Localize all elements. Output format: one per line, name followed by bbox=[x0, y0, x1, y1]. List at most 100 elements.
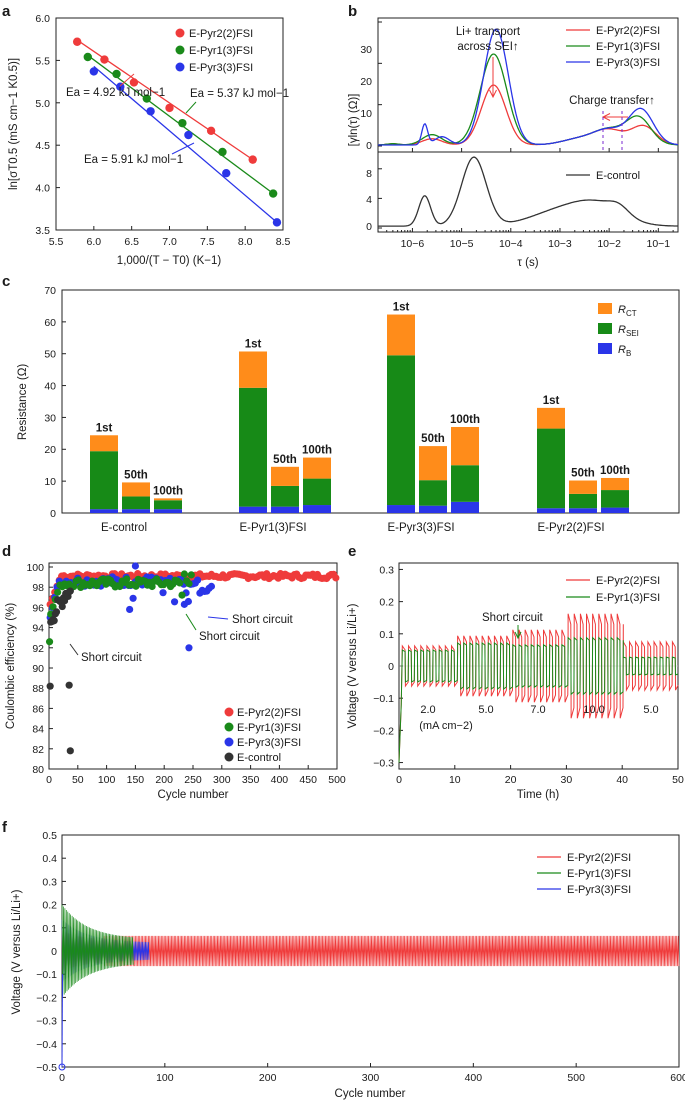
c-ytick: 0 bbox=[50, 508, 56, 520]
c-bar-rct bbox=[271, 466, 299, 486]
c-bar-rct bbox=[569, 480, 597, 494]
d-data-point bbox=[178, 591, 186, 599]
d-data-point bbox=[126, 605, 134, 614]
panel-b-top-frame bbox=[377, 17, 679, 153]
c-legend-label: RCT bbox=[618, 304, 637, 318]
d-xtick: 100 bbox=[98, 774, 116, 786]
c-ytick: 30 bbox=[44, 412, 56, 424]
b-legend-label: E-Pyr3(3)FSI bbox=[596, 57, 660, 69]
panel-a-xtick-labels: 5.5 6.0 6.5 7.0 7.5 8.0 8.5 bbox=[49, 236, 291, 248]
d-xtick: 500 bbox=[328, 774, 346, 786]
d-legend-label: E-Pyr1(3)FSI bbox=[237, 722, 301, 734]
panel-f: f 0 100 200 300 400 500 600 −0.5−0.4−0.3−0.2−0… bbox=[2, 819, 685, 1100]
panel-d-letter: d bbox=[2, 543, 11, 560]
d-data-point bbox=[176, 579, 184, 587]
d-data-point bbox=[123, 575, 131, 583]
b-drt-curve bbox=[378, 156, 678, 227]
f-ytick: −0.4 bbox=[36, 1039, 57, 1051]
d-short-circuit-annotation: Short circuit bbox=[81, 652, 143, 664]
a-data-point bbox=[72, 37, 82, 46]
c-bar-label: 1st bbox=[245, 338, 262, 350]
d-xtick: 50 bbox=[72, 774, 84, 786]
b-ytick: 8 bbox=[366, 168, 372, 180]
c-bar-rsei bbox=[239, 387, 267, 507]
b-ytick: 0 bbox=[366, 140, 372, 152]
c-bar-label: 100th bbox=[600, 465, 630, 477]
c-bar-label: 50th bbox=[124, 469, 148, 481]
d-legend-swatch bbox=[224, 707, 234, 717]
c-legend-label: RSEI bbox=[618, 324, 639, 338]
f-ytick: 0.1 bbox=[42, 923, 57, 935]
a-data-point bbox=[142, 94, 151, 103]
panel-d-annotations: Short circuit Short circuit Short circui… bbox=[69, 613, 294, 664]
c-group-label: E-Pyr2(2)FSI bbox=[537, 522, 604, 534]
a-xtick: 8.5 bbox=[276, 236, 291, 248]
panel-d-legend: E-Pyr2(2)FSI E-Pyr1(3)FSI E-Pyr3(3)FSI E… bbox=[224, 707, 301, 764]
panel-e-ytick-labels: −0.3 −0.2 −0.1 0 0.1 0.2 0.3 bbox=[373, 564, 394, 769]
d-data-point bbox=[66, 587, 74, 595]
d-data-point bbox=[185, 644, 193, 652]
c-legend-label: RB bbox=[618, 344, 631, 358]
c-bar-rb bbox=[537, 508, 565, 513]
d-ytick: 84 bbox=[32, 724, 44, 736]
e-voltage-trace bbox=[398, 636, 679, 763]
a-ylabel: ln[σT0.5 (mS cm−1 K0.5)] bbox=[8, 58, 20, 190]
e-ytick: 0 bbox=[388, 661, 394, 673]
f-ytick: −0.2 bbox=[36, 992, 57, 1004]
a-xtick: 7.0 bbox=[162, 236, 177, 248]
a-xtick: 5.5 bbox=[49, 236, 64, 248]
e-current-label: 10.0 bbox=[583, 704, 604, 716]
d-legend-swatch bbox=[224, 752, 234, 762]
c-bar-rsei bbox=[154, 500, 182, 510]
c-bar-rsei bbox=[271, 485, 299, 507]
c-ytick: 70 bbox=[44, 285, 56, 297]
panel-f-letter: f bbox=[2, 819, 8, 836]
a-fit-line bbox=[93, 65, 278, 223]
f-xtick: 100 bbox=[156, 1072, 174, 1084]
d-ylabel: Coulombic efficiency (%) bbox=[5, 603, 17, 730]
d-xtick: 0 bbox=[46, 774, 52, 786]
c-bar-label: 50th bbox=[273, 454, 297, 466]
d-data-point bbox=[45, 638, 54, 646]
panel-b-bottom-ytick-labels: 0 4 8 bbox=[366, 168, 372, 233]
panel-f-ytick-labels: −0.5 −0.4 −0.3 −0.2 −0.1 0 0.1 0.2 0.3 0.4 0.5 bbox=[36, 830, 57, 1074]
d-xtick: 300 bbox=[213, 774, 231, 786]
d-data-point bbox=[54, 588, 62, 596]
a-ea-arrow bbox=[119, 73, 135, 87]
panel-b-annotations: Li+ transport across SEI↑ Charge transfe… bbox=[456, 26, 655, 152]
b-xlabel: τ (s) bbox=[517, 257, 538, 269]
a-data-point bbox=[100, 55, 109, 64]
c-bar-label: 50th bbox=[421, 433, 445, 445]
a-data-point bbox=[222, 168, 231, 178]
a-xlabel: 1,000/(T − T0) (K−1) bbox=[117, 255, 222, 267]
f-ytick: −0.1 bbox=[36, 969, 57, 981]
e-xtick: 10 bbox=[449, 774, 461, 786]
e-xtick: 30 bbox=[561, 774, 573, 786]
panel-c-ticks bbox=[62, 289, 66, 514]
panel-a-ytick-labels: 3.5 4.0 4.5 5.0 5.5 6.0 bbox=[35, 13, 50, 237]
d-ytick: 98 bbox=[32, 582, 44, 594]
e-current-label: 2.0 bbox=[420, 704, 435, 716]
d-ytick: 88 bbox=[32, 683, 44, 695]
d-legend-swatch bbox=[224, 722, 234, 732]
c-bar-rsei bbox=[122, 496, 150, 510]
a-legend-swatch bbox=[175, 62, 185, 72]
panel-f-legend: E-Pyr2(2)FSI E-Pyr1(3)FSI E-Pyr3(3)FSI bbox=[537, 852, 631, 896]
b-xtick: 10−3 bbox=[548, 238, 572, 250]
panel-a-letter: a bbox=[2, 3, 11, 20]
e-current-label: 5.0 bbox=[478, 704, 493, 716]
d-data-point bbox=[65, 681, 73, 689]
f-ytick: 0 bbox=[51, 946, 57, 958]
a-ea-arrow bbox=[185, 101, 197, 114]
f-start-marker bbox=[58, 1063, 66, 1071]
f-xtick: 300 bbox=[362, 1072, 380, 1084]
c-bar-rsei bbox=[303, 478, 331, 506]
a-legend-label: E-Pyr3(3)FSI bbox=[189, 62, 253, 74]
e-current-label: 5.0 bbox=[643, 704, 658, 716]
c-bar-rsei bbox=[90, 451, 118, 510]
d-xtick: 150 bbox=[127, 774, 145, 786]
a-ytick: 5.0 bbox=[35, 98, 50, 110]
a-ea-arrow bbox=[171, 142, 195, 155]
panel-c-ytick-labels: 0 10 20 30 40 50 60 70 bbox=[44, 285, 56, 520]
e-xtick: 0 bbox=[396, 774, 402, 786]
